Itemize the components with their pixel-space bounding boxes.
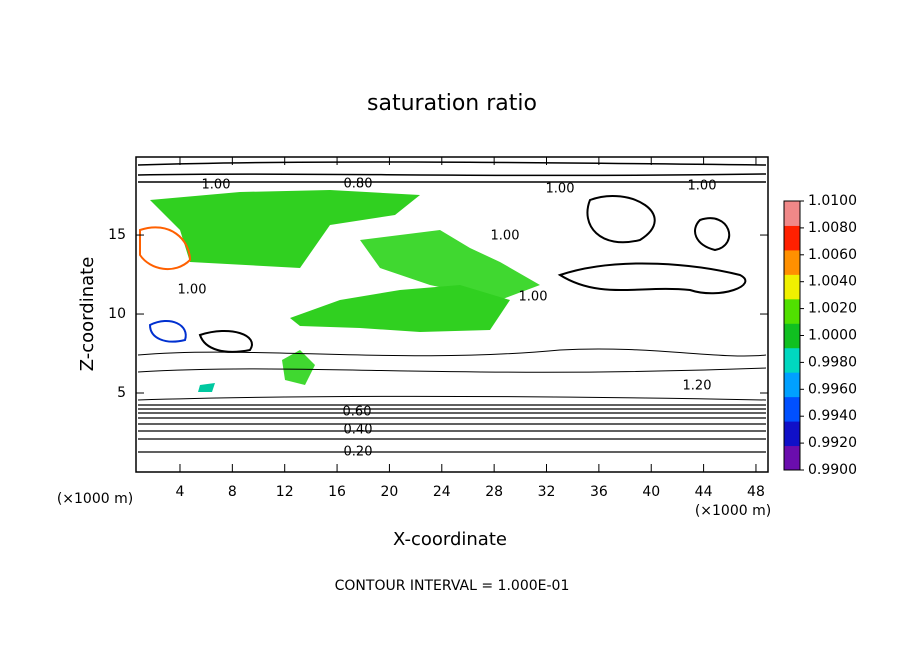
contour-label: 0.40: [344, 423, 373, 438]
colorbar-tick-label: 1.0080: [808, 220, 857, 236]
colorbar-tick-label: 1.0000: [808, 328, 857, 344]
x-tick-label: 44: [695, 484, 713, 500]
contour-label: 1.00: [178, 283, 207, 298]
x-tick-label: 4: [176, 484, 185, 500]
contour-label: 1.00: [546, 182, 575, 197]
colorbar-tick-label: 0.9980: [808, 354, 857, 370]
colorbar-tick-label: 0.9920: [808, 435, 857, 451]
x-tick-label: 12: [276, 484, 294, 500]
x-tick-label: 48: [747, 484, 765, 500]
contour: [138, 404, 766, 453]
colorbar-swatch: [784, 323, 800, 349]
patch: [198, 383, 215, 392]
patch: [282, 350, 315, 385]
x-tick-label: 16: [328, 484, 346, 500]
x-unit: (×1000 m): [57, 491, 133, 507]
field: [137, 161, 767, 453]
colorbar-swatch: [784, 225, 800, 251]
y-tick-label: 10: [108, 306, 126, 322]
contour-label: 0.80: [344, 177, 373, 192]
contour-label: 1.00: [519, 290, 548, 305]
x-tick-label: 24: [433, 484, 451, 500]
chart-title: saturation ratio: [367, 91, 537, 116]
contour-label: 1.00: [491, 229, 520, 244]
colorbar-tick-label: 1.0100: [808, 193, 857, 209]
x-axis-label: X-coordinate: [393, 529, 507, 550]
colorbar-swatch: [784, 298, 800, 324]
edge: [139, 226, 192, 271]
contour-label: 1.20: [683, 379, 712, 394]
edge: [148, 320, 187, 343]
colorbar-swatch: [784, 274, 800, 300]
contour: [137, 161, 767, 183]
patch: [290, 285, 510, 332]
x-tick-label: 40: [642, 484, 660, 500]
contour-label: 0.60: [343, 405, 372, 420]
contour: [137, 348, 767, 401]
colorbar-tick-label: 0.9960: [808, 381, 857, 397]
colorbar-swatch: [784, 249, 800, 275]
colorbar-tick-label: 1.0020: [808, 301, 857, 317]
colorbar-swatch: [784, 445, 800, 471]
x-tick-label: 32: [538, 484, 556, 500]
x-unit: (×1000 m): [695, 503, 771, 519]
colorbar-tick-label: 1.0040: [808, 274, 857, 290]
y-tick-label: 5: [117, 385, 126, 401]
x-tick-label: 20: [381, 484, 399, 500]
contour-label: 0.20: [344, 445, 373, 460]
colorbar-swatch: [784, 201, 800, 226]
x-tick-label: 28: [485, 484, 503, 500]
x-tick-label: 36: [590, 484, 608, 500]
contour: [198, 329, 253, 353]
patch: [360, 230, 540, 300]
patch: [150, 190, 420, 268]
colorbar-swatch: [784, 396, 800, 422]
colorbar-tick-label: 1.0060: [808, 247, 857, 263]
colorbar-swatch: [784, 372, 800, 398]
x-tick-label: 8: [228, 484, 237, 500]
contour-label: 1.00: [688, 179, 717, 194]
colorbar-tick-label: 0.9940: [808, 408, 857, 424]
colorbar-swatch: [784, 421, 800, 447]
contour-label: 1.00: [202, 178, 231, 193]
contour: [557, 195, 747, 295]
footer: CONTOUR INTERVAL = 1.000E-01: [335, 578, 570, 594]
colorbar-tick-label: 0.9900: [808, 462, 857, 478]
y-axis-label: Z-coordinate: [77, 257, 98, 372]
colorbar-swatch: [784, 347, 800, 373]
y-tick-label: 15: [108, 227, 126, 243]
